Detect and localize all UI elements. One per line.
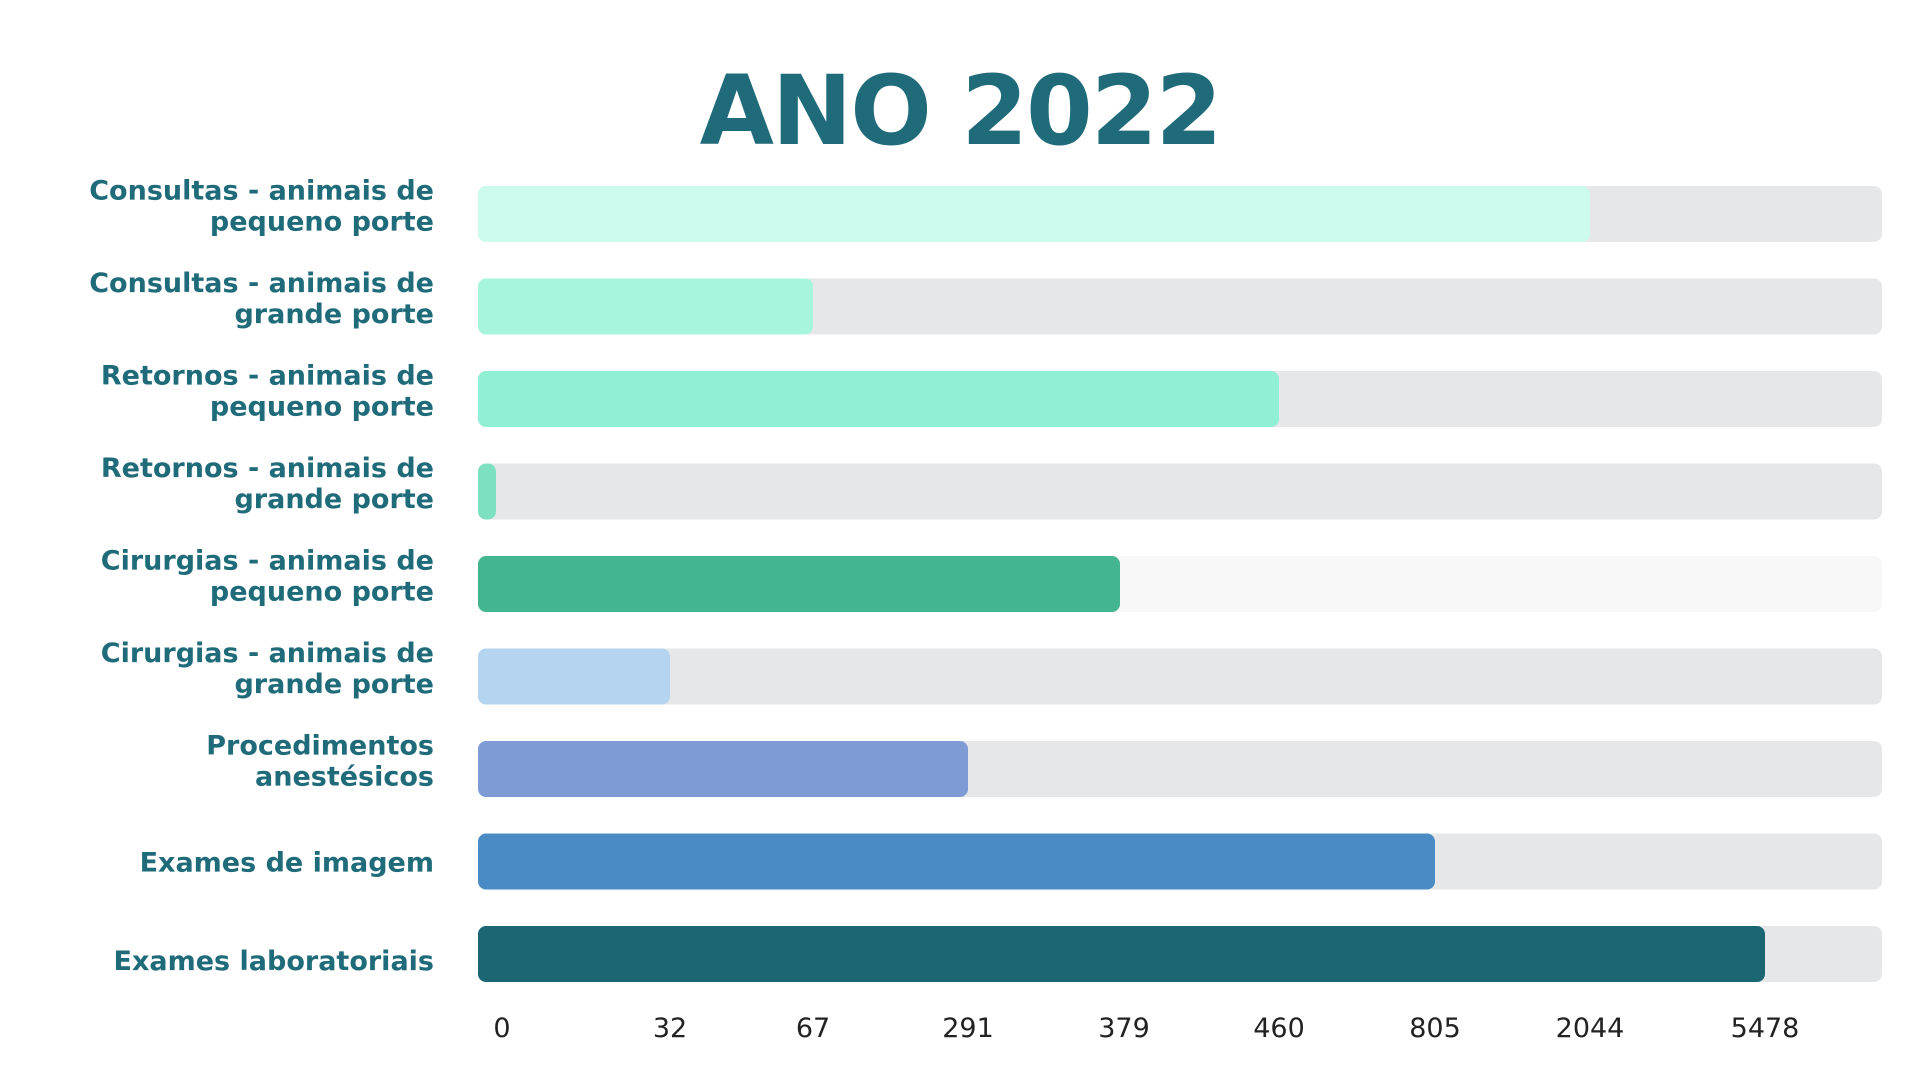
category-label-line: Consultas - animais de	[89, 268, 434, 299]
x-tick-label: 805	[1409, 1013, 1461, 1044]
category-labels: Consultas - animais de pequeno porteConsu…	[89, 176, 434, 978]
bar-track	[478, 648, 1882, 705]
category-label-line: Cirurgias - animais de	[101, 546, 434, 577]
category-label: Exames laboratoriais	[114, 946, 434, 977]
bar-track	[478, 463, 1882, 520]
category-label-line: Exames laboratoriais	[114, 946, 434, 977]
chart-title: ANO 2022	[699, 55, 1223, 167]
bar	[478, 463, 496, 520]
category-label-line: grande porte	[234, 299, 434, 330]
bar-track	[478, 278, 1882, 335]
category-label-line: Retornos - animais de	[101, 453, 434, 484]
category-label-line: pequeno porte	[210, 392, 434, 423]
x-tick-label: 32	[653, 1013, 687, 1044]
bar	[478, 648, 670, 705]
x-tick-label: 2044	[1556, 1013, 1625, 1044]
category-label-line: grande porte	[234, 484, 434, 515]
x-tick-label: 291	[942, 1013, 994, 1044]
x-tick-label: 460	[1253, 1013, 1305, 1044]
category-label: Cirurgias - animais de grande porte	[101, 638, 434, 700]
x-tick-label: 67	[796, 1013, 830, 1044]
category-label-line: Retornos - animais de	[101, 361, 434, 392]
category-label: Retornos - animais de grande porte	[101, 453, 434, 515]
category-label-line: Exames de imagem	[140, 848, 434, 879]
bar	[478, 278, 813, 335]
x-tick-label: 0	[493, 1013, 510, 1044]
x-tick-labels: 0 32 67 291 379 460 805 2044 5478	[493, 1013, 1799, 1044]
bar	[478, 926, 1765, 982]
category-label-line: Procedimentos	[206, 731, 434, 762]
bar	[478, 833, 1435, 890]
category-label: Consultas - animais de grande porte	[89, 268, 434, 330]
category-label: Consultas - animais de pequeno porte	[89, 176, 434, 238]
x-tick-label: 5478	[1731, 1013, 1800, 1044]
category-label-line: pequeno porte	[210, 577, 434, 608]
category-label-line: grande porte	[234, 669, 434, 700]
bars	[478, 186, 1765, 982]
category-label: Retornos - animais de pequeno porte	[101, 361, 434, 423]
category-label-line: Cirurgias - animais de	[101, 638, 434, 669]
bar	[478, 741, 968, 797]
x-tick-label: 379	[1098, 1013, 1150, 1044]
category-label: Exames de imagem	[140, 848, 434, 879]
bar	[478, 556, 1120, 612]
category-label: Cirurgias - animais de pequeno porte	[101, 546, 434, 608]
category-label-line: pequeno porte	[210, 207, 434, 238]
category-label-line: anestésicos	[255, 762, 434, 793]
bar	[478, 371, 1279, 427]
category-label: Procedimentos anestésicos	[206, 731, 434, 793]
category-label-line: Consultas - animais de	[89, 176, 434, 207]
bar	[478, 186, 1590, 242]
